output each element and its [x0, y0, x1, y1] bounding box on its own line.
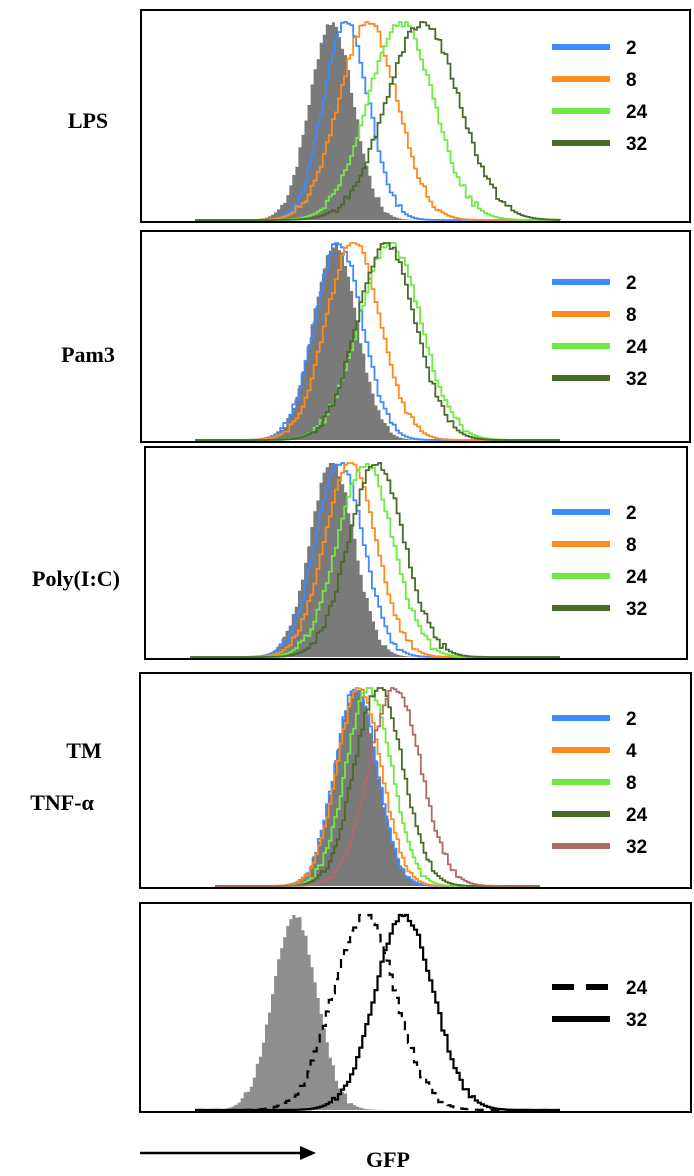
reference-histogram: [195, 915, 560, 1110]
legend-swatch-32: [552, 605, 610, 611]
panel-frame: [139, 902, 692, 1113]
series-line-24: [195, 21, 560, 221]
series-line-2: [195, 21, 560, 221]
series-line-8: [195, 242, 560, 441]
legend-swatch-24: [552, 343, 610, 349]
row-label-lps: LPS: [68, 108, 108, 133]
legend-swatch-24-dash-1: [586, 984, 608, 990]
row-label-tnf: TNF-α: [30, 790, 94, 815]
legend-swatch-8: [552, 779, 610, 785]
legend-label-2: 2: [626, 38, 637, 59]
series-line-32: [190, 462, 560, 658]
row-label-tm: TM: [66, 738, 102, 763]
panel-frame: [139, 672, 692, 889]
legend-swatch-24: [552, 573, 610, 579]
x-axis-label: GFP: [366, 1147, 410, 1172]
legend-label-2: 2: [626, 273, 637, 294]
legend-swatch-24: [552, 108, 610, 114]
legend-label-8: 8: [626, 773, 637, 794]
legend-swatch-24: [552, 811, 610, 817]
legend-label-32: 32: [626, 1010, 647, 1031]
legend-swatch-2: [552, 509, 610, 515]
panel-frame: [140, 230, 691, 443]
legend-label-32: 32: [626, 599, 647, 620]
legend-label-4: 4: [626, 741, 637, 762]
panel-polyic: Poly(I:C) 2 8 24 32: [32, 446, 688, 660]
legend-swatch-2: [552, 44, 610, 50]
series-line-32: [195, 913, 560, 1112]
legend-label-32: 32: [626, 837, 647, 858]
legend-label-32: 32: [626, 134, 647, 155]
legend-swatch-4: [552, 747, 610, 753]
reference-histogram: [190, 463, 560, 657]
panel-lps: LPS 2 8 24 32: [68, 9, 691, 223]
reference-histogram: [215, 690, 540, 886]
panel-pam3: Pam3 2 8 24 32: [61, 230, 691, 443]
legend-swatch-32: [552, 1016, 610, 1022]
legend-swatch-24-dash-0: [552, 984, 574, 990]
legend-label-2: 2: [626, 503, 637, 524]
reference-histogram: [195, 22, 560, 221]
legend-swatch-8: [552, 311, 610, 317]
legend-label-32: 32: [626, 369, 647, 390]
panel-tm: TM 24 32: [66, 738, 692, 1113]
reference-histogram: [195, 243, 560, 440]
panel-frame: [140, 9, 691, 223]
row-label-pam3: Pam3: [61, 342, 115, 367]
x-axis-arrow: [140, 1146, 316, 1160]
legend-label-24: 24: [626, 102, 648, 123]
series-line-32: [195, 242, 560, 441]
arrow-head: [300, 1146, 316, 1160]
legend-label-8: 8: [626, 70, 637, 91]
legend-label-2: 2: [626, 709, 637, 730]
panel-frame: [144, 446, 688, 660]
legend-swatch-32: [552, 375, 610, 381]
legend-swatch-32: [552, 140, 610, 146]
series-line-8: [195, 21, 560, 221]
series-line-32: [195, 21, 561, 221]
legend-label-24: 24: [626, 567, 648, 588]
legend-swatch-8: [552, 541, 610, 547]
legend-label-8: 8: [626, 305, 637, 326]
legend-swatch-32: [552, 843, 610, 849]
legend-swatch-2: [552, 279, 610, 285]
legend-swatch-2: [552, 715, 610, 721]
legend-label-8: 8: [626, 535, 637, 556]
series-line-24: [195, 913, 560, 1112]
legend-label-24: 24: [626, 805, 648, 826]
row-label-polyic: Poly(I:C): [32, 566, 120, 591]
legend-label-24: 24: [626, 978, 648, 999]
legend-swatch-8: [552, 76, 610, 82]
legend-label-24: 24: [626, 337, 648, 358]
series-line-32: [215, 687, 540, 887]
